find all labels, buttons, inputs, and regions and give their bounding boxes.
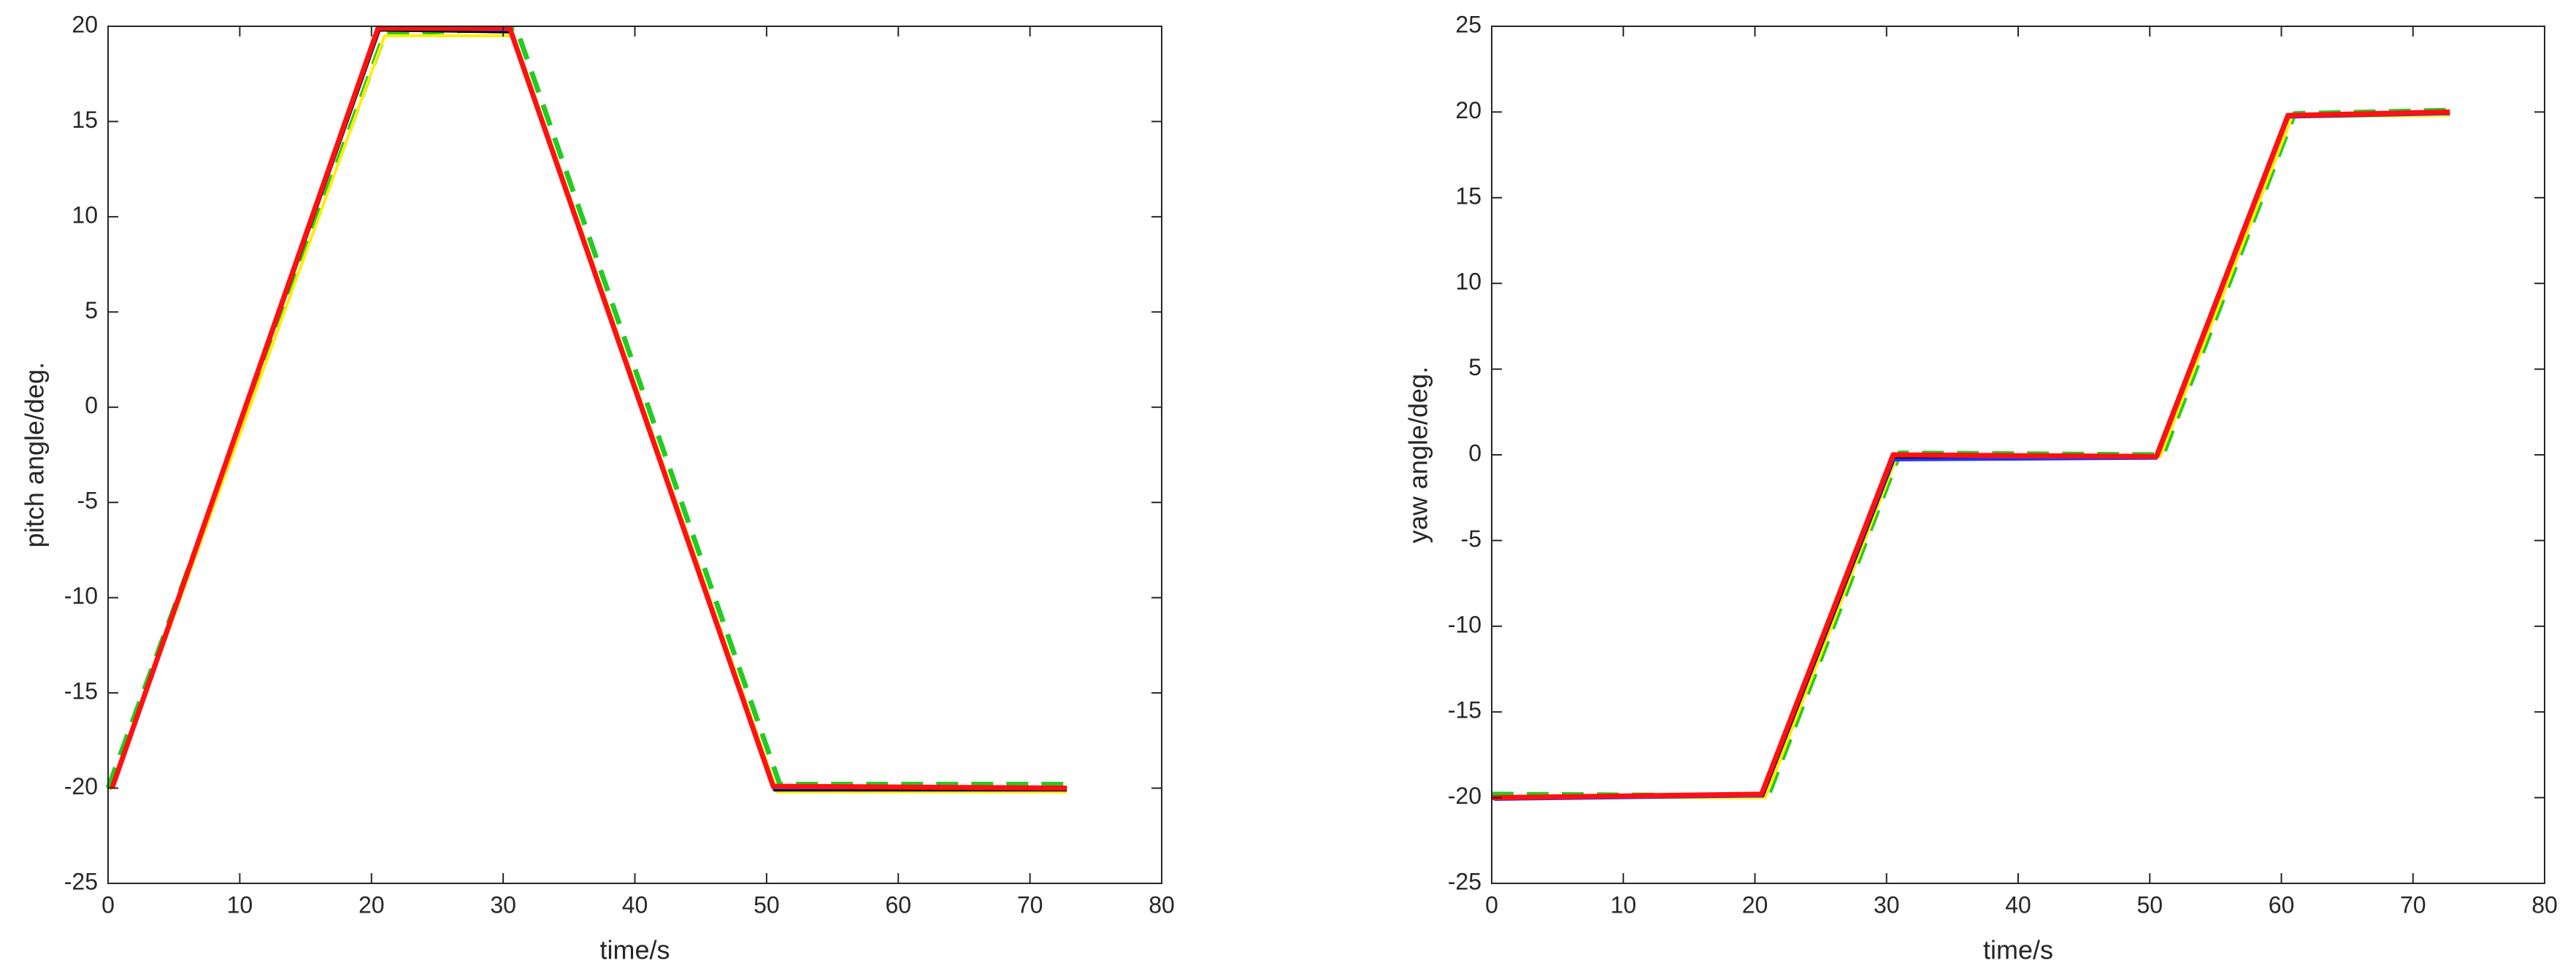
y-tick-label: 5: [85, 297, 98, 323]
x-tick-label: 30: [490, 891, 516, 918]
y-tick-label: 15: [72, 107, 98, 133]
x-tick-label: 80: [1149, 891, 1175, 918]
x-tick-label: 80: [2531, 891, 2558, 918]
x-tick-label: 60: [885, 891, 911, 918]
y-axis-label: pitch angle/deg.: [20, 362, 50, 548]
x-tick-label: 0: [1485, 891, 1498, 918]
x-axis-label: time/s: [599, 935, 670, 965]
x-axis-label: time/s: [1983, 935, 2053, 965]
series-line: [1491, 109, 2450, 801]
y-tick-label: -20: [64, 773, 98, 799]
y-tick-label: -15: [64, 678, 98, 705]
y-tick-label: -20: [1448, 783, 1481, 809]
y-tick-label: 20: [1455, 97, 1481, 123]
y-tick-label: 0: [85, 392, 98, 418]
y-tick-label: -15: [1448, 697, 1481, 723]
x-tick-label: 70: [1017, 891, 1043, 918]
y-tick-label: 5: [1468, 354, 1481, 380]
y-tick-label: -25: [1448, 868, 1481, 894]
y-tick-label: 25: [1455, 11, 1481, 37]
x-tick-label: 10: [227, 891, 253, 918]
x-tick-label: 60: [2269, 891, 2295, 918]
x-tick-label: 10: [1610, 891, 1636, 918]
y-tick-label: -10: [64, 583, 98, 609]
x-tick-label: 30: [1874, 891, 1900, 918]
y-axis-label: yaw angle/deg.: [1403, 366, 1433, 543]
y-tick-label: -5: [1461, 526, 1481, 552]
x-tick-label: 0: [101, 891, 115, 918]
x-tick-label: 50: [2136, 891, 2163, 918]
x-tick-label: 40: [2005, 891, 2031, 918]
x-tick-label: 20: [1742, 891, 1768, 918]
y-tick-label: 0: [1468, 439, 1481, 466]
x-tick-label: 50: [754, 891, 780, 918]
x-tick-label: 40: [622, 891, 648, 918]
x-tick-label: 70: [2400, 891, 2426, 918]
y-tick-label: -5: [77, 488, 98, 514]
series-line: [110, 26, 1067, 791]
y-tick-label: 10: [72, 201, 98, 228]
plot-area: [108, 26, 1162, 883]
y-tick-label: 10: [1455, 269, 1481, 295]
y-tick-label: -25: [64, 868, 98, 894]
x-tick-label: 20: [359, 891, 385, 918]
y-tick-label: 15: [1455, 183, 1481, 209]
y-tick-label: 20: [72, 11, 98, 37]
series-line: [105, 26, 1070, 789]
y-tick-label: -10: [1448, 611, 1481, 637]
